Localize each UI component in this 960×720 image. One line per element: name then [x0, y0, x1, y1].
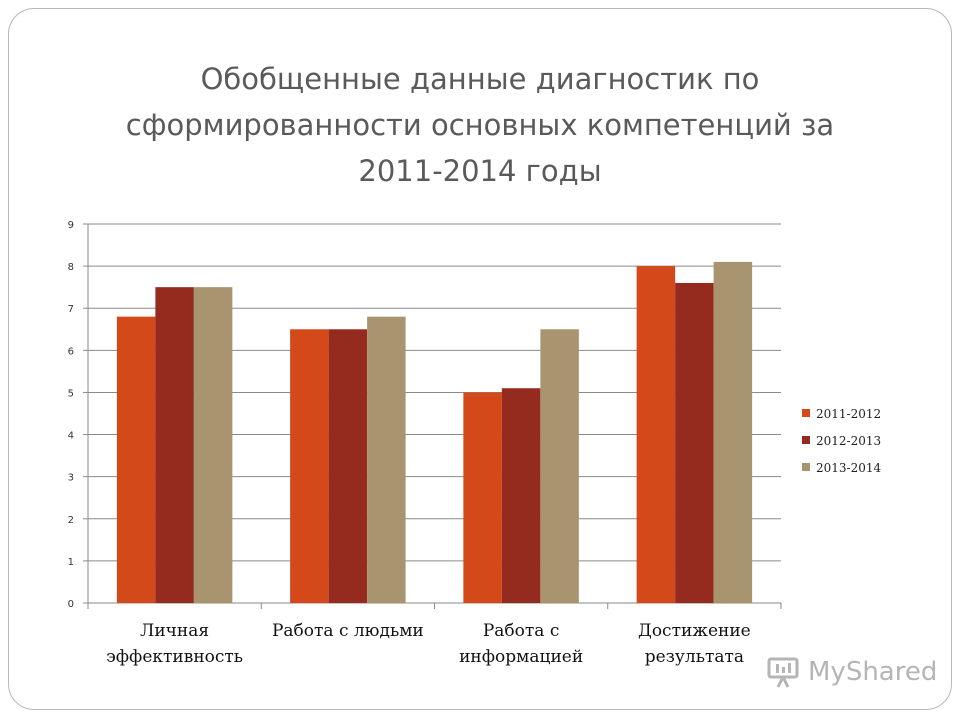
- title-line-3: 2011-2014 годы: [358, 154, 602, 188]
- legend-swatch: [802, 409, 810, 417]
- bar: [290, 329, 329, 603]
- legend-label: 2013-2014: [816, 461, 881, 475]
- x-category-label: эффективность: [106, 647, 243, 667]
- y-tick-label: 8: [68, 262, 74, 273]
- y-tick-label: 1: [68, 557, 74, 568]
- bar: [540, 329, 579, 603]
- title-line-2: сформированности основных компетенций за: [125, 108, 835, 142]
- bar: [328, 329, 368, 603]
- bar: [367, 316, 406, 603]
- y-tick-label: 9: [68, 220, 74, 231]
- presentation-icon: [767, 657, 799, 688]
- x-category-label: Достижение: [638, 621, 751, 641]
- bar: [155, 287, 194, 603]
- x-category-label: результата: [645, 647, 744, 667]
- y-tick-label: 5: [68, 388, 74, 399]
- bar: [193, 287, 233, 603]
- title-line-1: Обобщенные данные диагностик по: [200, 62, 760, 96]
- chart-title: Обобщенные данные диагностик по сформиро…: [90, 56, 870, 194]
- legend-label: 2011-2012: [816, 407, 881, 421]
- bar: [636, 266, 676, 603]
- bar: [116, 316, 156, 603]
- bar: [501, 388, 541, 603]
- y-tick-label: 3: [68, 473, 74, 484]
- x-category-label: информацией: [459, 647, 583, 667]
- legend-label: 2012-2013: [816, 434, 881, 448]
- y-tick-label: 6: [68, 346, 74, 357]
- y-tick-label: 0: [68, 599, 74, 610]
- y-tick-label: 2: [68, 515, 74, 526]
- legend-swatch: [802, 436, 810, 444]
- bar: [675, 282, 714, 603]
- y-tick-label: 7: [68, 304, 74, 315]
- watermark-logo: MyShared: [766, 652, 937, 692]
- x-category-label: Работа с людьми: [272, 621, 424, 641]
- y-tick-label: 4: [68, 431, 74, 442]
- legend-swatch: [802, 463, 810, 471]
- watermark-text: MyShared: [808, 657, 938, 687]
- x-category-label: Личная: [140, 621, 209, 641]
- bar: [713, 261, 753, 603]
- x-category-label: Работа с: [483, 621, 560, 641]
- bar: [463, 392, 502, 603]
